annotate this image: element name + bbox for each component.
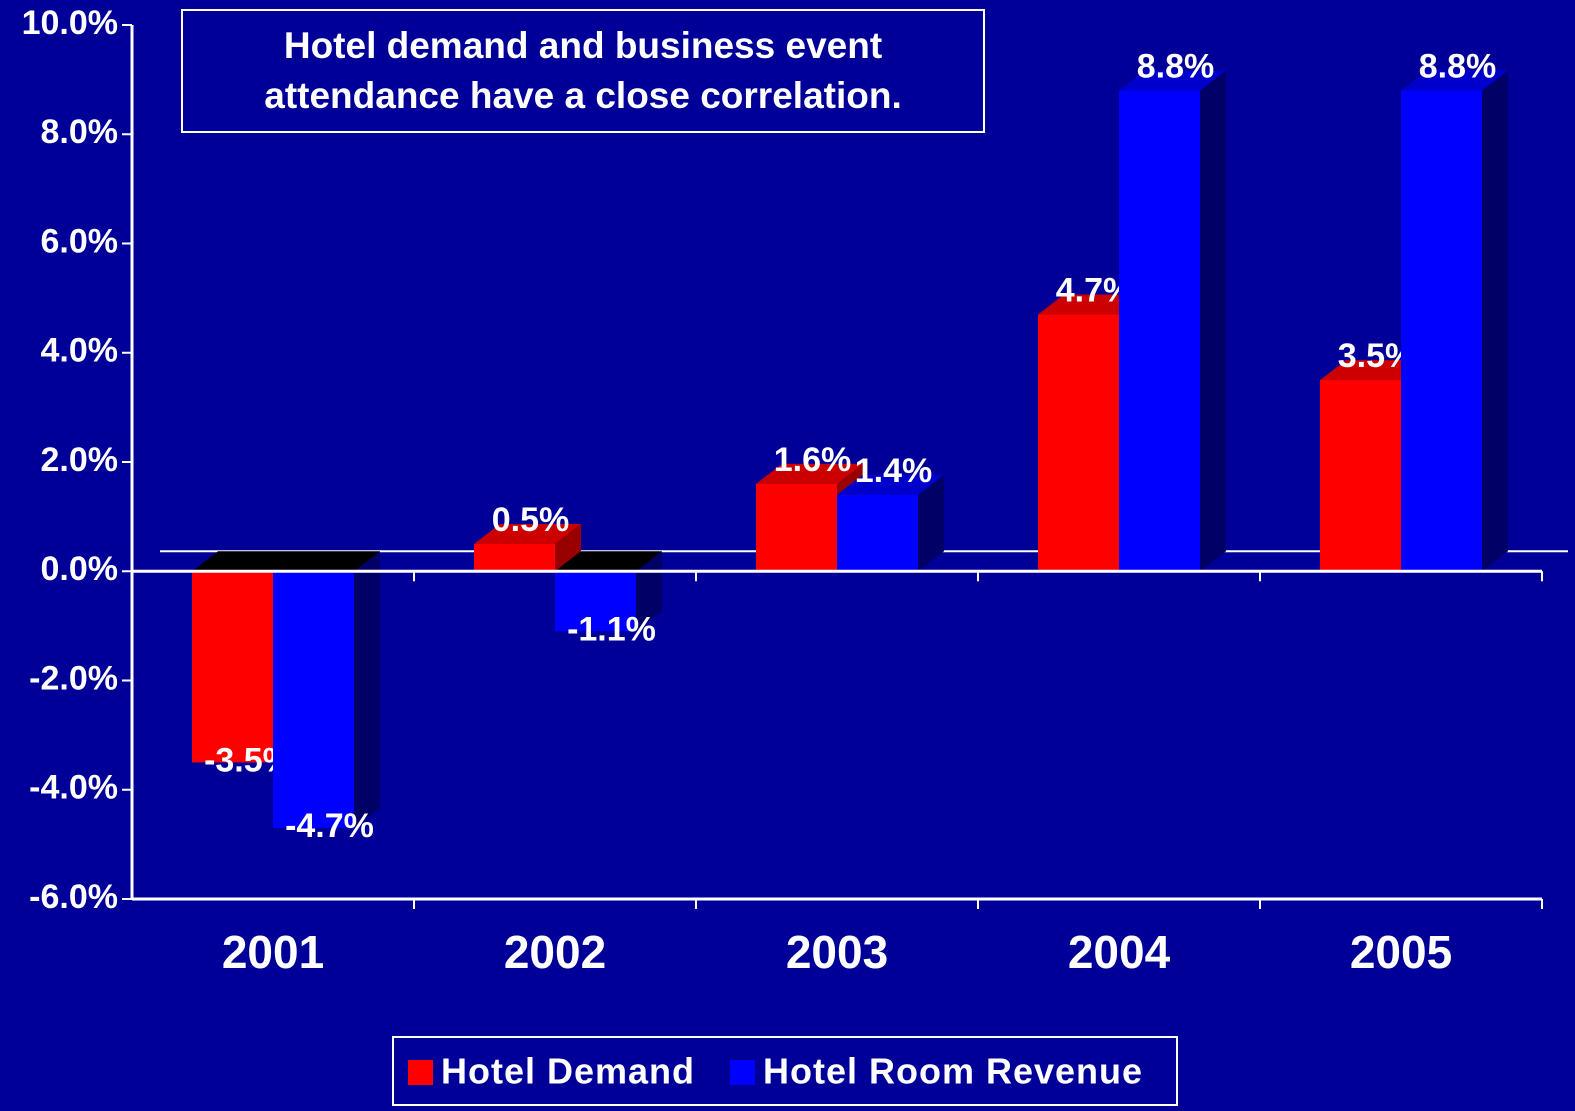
- y-tick-label: 4.0%: [41, 332, 119, 370]
- bar-side: [354, 551, 380, 828]
- data-label: 0.5%: [492, 501, 570, 539]
- bar: [273, 571, 354, 828]
- bar: [1401, 90, 1482, 572]
- bar-top: [1119, 70, 1226, 91]
- bar: [756, 483, 837, 572]
- legend-label: Hotel Room Revenue: [763, 1051, 1143, 1092]
- bar-top: [1038, 294, 1145, 315]
- bar: [474, 543, 555, 572]
- bar-top: [1401, 70, 1508, 91]
- bar-side: [1200, 70, 1226, 572]
- bar: [1038, 314, 1119, 572]
- y-tick-label: -6.0%: [29, 878, 118, 916]
- x-tick-label: 2002: [504, 926, 606, 978]
- bar-top: [192, 551, 299, 572]
- data-label: 8.8%: [1419, 48, 1497, 86]
- bar: [1320, 380, 1401, 572]
- legend-box: [392, 1036, 1178, 1106]
- data-label: -4.7%: [285, 807, 374, 845]
- data-label: -1.1%: [567, 610, 656, 648]
- x-tick-label: 2003: [786, 926, 888, 978]
- bar-top: [756, 463, 863, 484]
- bar-top: [837, 474, 944, 495]
- y-tick-label: 6.0%: [41, 222, 119, 260]
- bar-top: [474, 523, 581, 544]
- bar: [1119, 90, 1200, 572]
- legend-label: Hotel Demand: [441, 1051, 695, 1092]
- data-label: 1.4%: [855, 452, 933, 490]
- bar-top: [1320, 360, 1427, 381]
- data-label: 8.8%: [1137, 48, 1215, 86]
- bar: [837, 494, 918, 572]
- y-tick-label: 10.0%: [22, 4, 118, 42]
- y-tick-label: -4.0%: [29, 769, 118, 807]
- y-tick-label: 8.0%: [41, 113, 119, 151]
- y-tick-label: 2.0%: [41, 441, 119, 479]
- data-label: 1.6%: [774, 441, 852, 479]
- bar-side: [555, 523, 581, 572]
- bar: [192, 571, 273, 763]
- bar-side: [1482, 70, 1508, 572]
- y-tick-label: -2.0%: [29, 659, 118, 697]
- x-tick-label: 2005: [1350, 926, 1452, 978]
- legend-swatch: [730, 1060, 755, 1085]
- bar: [555, 571, 636, 632]
- x-tick-label: 2004: [1068, 926, 1171, 978]
- chart-title: Hotel demand and business event attendan…: [181, 9, 985, 133]
- bar-top: [555, 551, 662, 572]
- x-tick-label: 2001: [222, 926, 324, 978]
- bar-side: [918, 474, 944, 572]
- y-tick-label: 0.0%: [41, 550, 119, 588]
- legend-swatch: [408, 1060, 433, 1085]
- bar-top: [273, 551, 380, 572]
